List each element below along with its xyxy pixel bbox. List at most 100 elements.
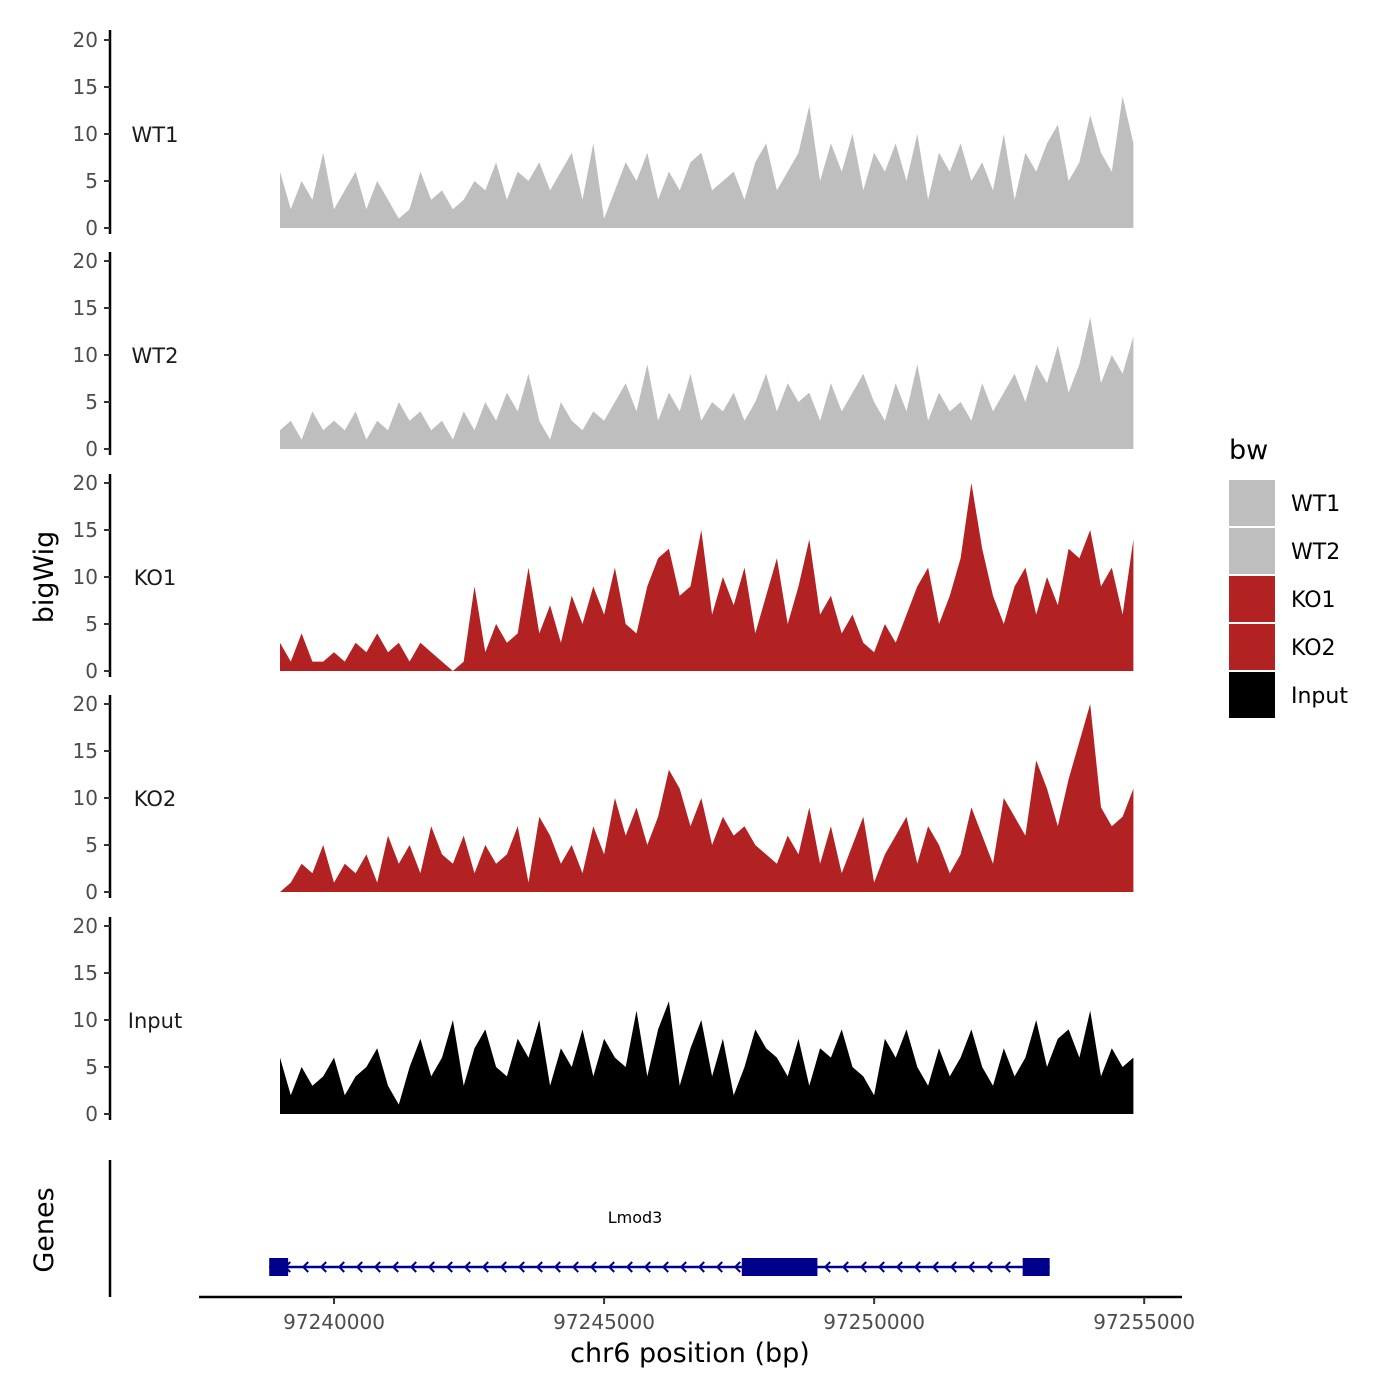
track-label-ko2: KO2: [134, 787, 177, 811]
y-tick-label-wt2-20: 20: [73, 249, 98, 273]
track-wt2: 0 5 10 15 20 WT2: [73, 249, 1134, 461]
track-ko1: 0 5 10 15 20 KO1: [73, 471, 1134, 683]
y-tick-label-ko2-15: 15: [73, 739, 98, 763]
y-tick-label-wt2-10: 10: [73, 343, 98, 367]
gene-strand-arrow: [733, 1261, 741, 1273]
gene-strand-arrow: [589, 1261, 597, 1273]
gene-strand-arrow: [715, 1261, 723, 1273]
gene-strand-arrow: [427, 1261, 435, 1273]
area-ko1: [280, 483, 1134, 671]
gene-name-label: Lmod3: [608, 1208, 663, 1227]
gene-strand-arrow: [337, 1261, 345, 1273]
gene-strand-arrow: [445, 1261, 453, 1273]
y-tick-label-input-20: 20: [73, 914, 98, 938]
x-tick-label-97240000: 97240000: [283, 1310, 385, 1334]
y-tick-label-input-15: 15: [73, 961, 98, 985]
gene-strand-arrow: [391, 1261, 399, 1273]
gene-strand-arrow: [481, 1261, 489, 1273]
y-tick-label-ko2-20: 20: [73, 692, 98, 716]
track-input: 0 5 10 15 20 Input: [73, 914, 1134, 1126]
y-tick-label-input-5: 5: [85, 1055, 98, 1079]
gene-strand-arrow: [895, 1261, 903, 1273]
area-input: [280, 1001, 1134, 1114]
gene-strand-arrow: [553, 1261, 561, 1273]
gene-strand-arrow: [625, 1261, 633, 1273]
gene-strand-arrow: [517, 1261, 525, 1273]
y-tick-label-wt1-10: 10: [73, 122, 98, 146]
y-tick-label-ko1-15: 15: [73, 518, 98, 542]
x-axis-title: chr6 position (bp): [570, 1338, 810, 1369]
gene-strand-arrow: [877, 1261, 885, 1273]
area-wt2: [280, 317, 1134, 449]
gene-strand-arrow: [913, 1261, 921, 1273]
gene-model: [269, 1258, 1050, 1276]
y-tick-label-ko1-10: 10: [73, 565, 98, 589]
gene-strand-arrow: [823, 1261, 831, 1273]
x-axis: 97240000 97245000 97250000 97255000 chr6 po…: [199, 1295, 1195, 1369]
legend: bw WT1 WT2 KO1 KO2 Input: [1229, 435, 1348, 718]
y-tick-label-input-10: 10: [73, 1008, 98, 1032]
legend-entries: WT1 WT2 KO1 KO2 Input: [1229, 480, 1348, 718]
legend-label-input: Input: [1291, 684, 1348, 709]
gene-exon-2: [741, 1258, 818, 1276]
gene-strand-arrow: [463, 1261, 471, 1273]
gene-strand-arrow: [373, 1261, 381, 1273]
legend-key-wt1: [1229, 480, 1275, 526]
gene-strand-arrow: [535, 1261, 543, 1273]
gene-strand-arrow: [607, 1261, 615, 1273]
y-tick-label-wt2-5: 5: [85, 390, 98, 414]
gene-exon-3: [1022, 1258, 1050, 1276]
track-ko2: 0 5 10 15 20 KO2: [73, 692, 1134, 904]
x-axis-ticks: 97240000 97245000 97250000 97255000: [283, 1297, 1195, 1334]
gene-strand-arrow: [859, 1261, 867, 1273]
signal-tracks: 0 5 10 15 20 WT1 0 5 10 15 20 WT2 0 5 10 15 20 KO1 0 5 10 15 2…: [73, 28, 1134, 1126]
gene-strand-arrow: [643, 1261, 651, 1273]
gene-strand-arrow: [319, 1261, 327, 1273]
y-tick-label-ko1-5: 5: [85, 612, 98, 636]
y-axis-title: bigWig: [29, 531, 60, 624]
gene-strand-arrow: [985, 1261, 993, 1273]
legend-key-input: [1229, 672, 1275, 718]
y-tick-label-ko1-20: 20: [73, 471, 98, 495]
legend-key-ko2: [1229, 624, 1275, 670]
y-tick-label-wt1-5: 5: [85, 169, 98, 193]
gene-exon-1: [269, 1258, 289, 1276]
gene-strand-arrow: [499, 1261, 507, 1273]
legend-title: bw: [1229, 435, 1268, 466]
genes-axis-title: Genes: [29, 1187, 60, 1272]
legend-label-ko2: KO2: [1291, 636, 1336, 661]
gene-strand-arrow: [301, 1261, 309, 1273]
gene-strand-arrow: [1003, 1261, 1011, 1273]
track-label-ko1: KO1: [134, 566, 177, 590]
genes-panel: Genes Lmod3: [29, 1160, 1050, 1297]
legend-label-wt1: WT1: [1291, 492, 1340, 517]
track-label-wt1: WT1: [132, 123, 179, 147]
area-ko2: [280, 704, 1134, 892]
legend-key-wt2: [1229, 528, 1275, 574]
gene-strand-arrow: [841, 1261, 849, 1273]
gene-strand-arrow: [931, 1261, 939, 1273]
y-tick-label-ko1-0: 0: [85, 659, 98, 683]
track-label-wt2: WT2: [132, 344, 179, 368]
x-tick-label-97255000: 97255000: [1093, 1310, 1195, 1334]
y-tick-label-wt1-15: 15: [73, 75, 98, 99]
gene-strand-arrow: [967, 1261, 975, 1273]
legend-key-ko1: [1229, 576, 1275, 622]
gene-strand-arrow: [409, 1261, 417, 1273]
y-tick-label-input-0: 0: [85, 1102, 98, 1126]
gene-strand-arrow: [697, 1261, 705, 1273]
legend-label-wt2: WT2: [1291, 540, 1340, 565]
y-tick-label-ko2-0: 0: [85, 880, 98, 904]
legend-label-ko1: KO1: [1291, 588, 1336, 613]
gene-strand-arrow: [355, 1261, 363, 1273]
gene-strand-arrow: [679, 1261, 687, 1273]
y-tick-label-wt1-20: 20: [73, 28, 98, 52]
gene-strand-arrow: [661, 1261, 669, 1273]
gene-strand-arrow: [571, 1261, 579, 1273]
y-tick-label-ko2-10: 10: [73, 786, 98, 810]
track-wt1: 0 5 10 15 20 WT1: [73, 28, 1134, 240]
track-label-input: Input: [128, 1009, 182, 1033]
y-tick-label-wt2-0: 0: [85, 437, 98, 461]
gene-strand-arrow: [949, 1261, 957, 1273]
